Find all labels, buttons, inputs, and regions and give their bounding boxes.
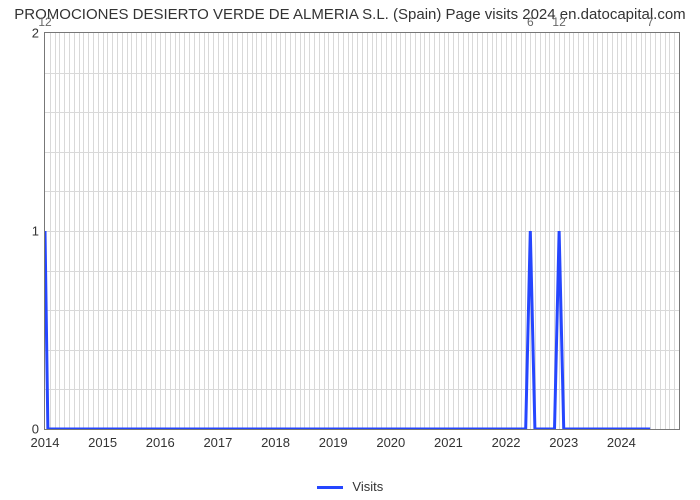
x-tick-label: 2024 — [607, 435, 636, 450]
x-tick-label: 2016 — [146, 435, 175, 450]
x-tick-label: 2023 — [549, 435, 578, 450]
chart-figure: { "title": { "text": "PROMOCIONES DESIER… — [0, 0, 700, 500]
x-tick-label: 2014 — [31, 435, 60, 450]
x-tick-label: 2020 — [376, 435, 405, 450]
plot-area: 0122014201520162017201820192020202120222… — [44, 32, 680, 430]
x-tick-label: 2021 — [434, 435, 463, 450]
x-tick-label: 2019 — [319, 435, 348, 450]
x-tick-label: 2015 — [88, 435, 117, 450]
x-tick-label: 2022 — [492, 435, 521, 450]
series-line — [45, 33, 679, 429]
legend-swatch — [317, 486, 343, 489]
chart-title: PROMOCIONES DESIERTO VERDE DE ALMERIA S.… — [0, 6, 700, 23]
top-value-label: 7 — [647, 15, 654, 29]
legend: Visits — [0, 479, 700, 494]
y-tick-label: 1 — [32, 224, 39, 239]
top-value-label: 12 — [552, 15, 565, 29]
legend-label: Visits — [352, 479, 383, 494]
x-tick-label: 2018 — [261, 435, 290, 450]
x-tick-label: 2017 — [203, 435, 232, 450]
top-value-label: 6 — [527, 15, 534, 29]
top-value-label: 12 — [38, 15, 51, 29]
